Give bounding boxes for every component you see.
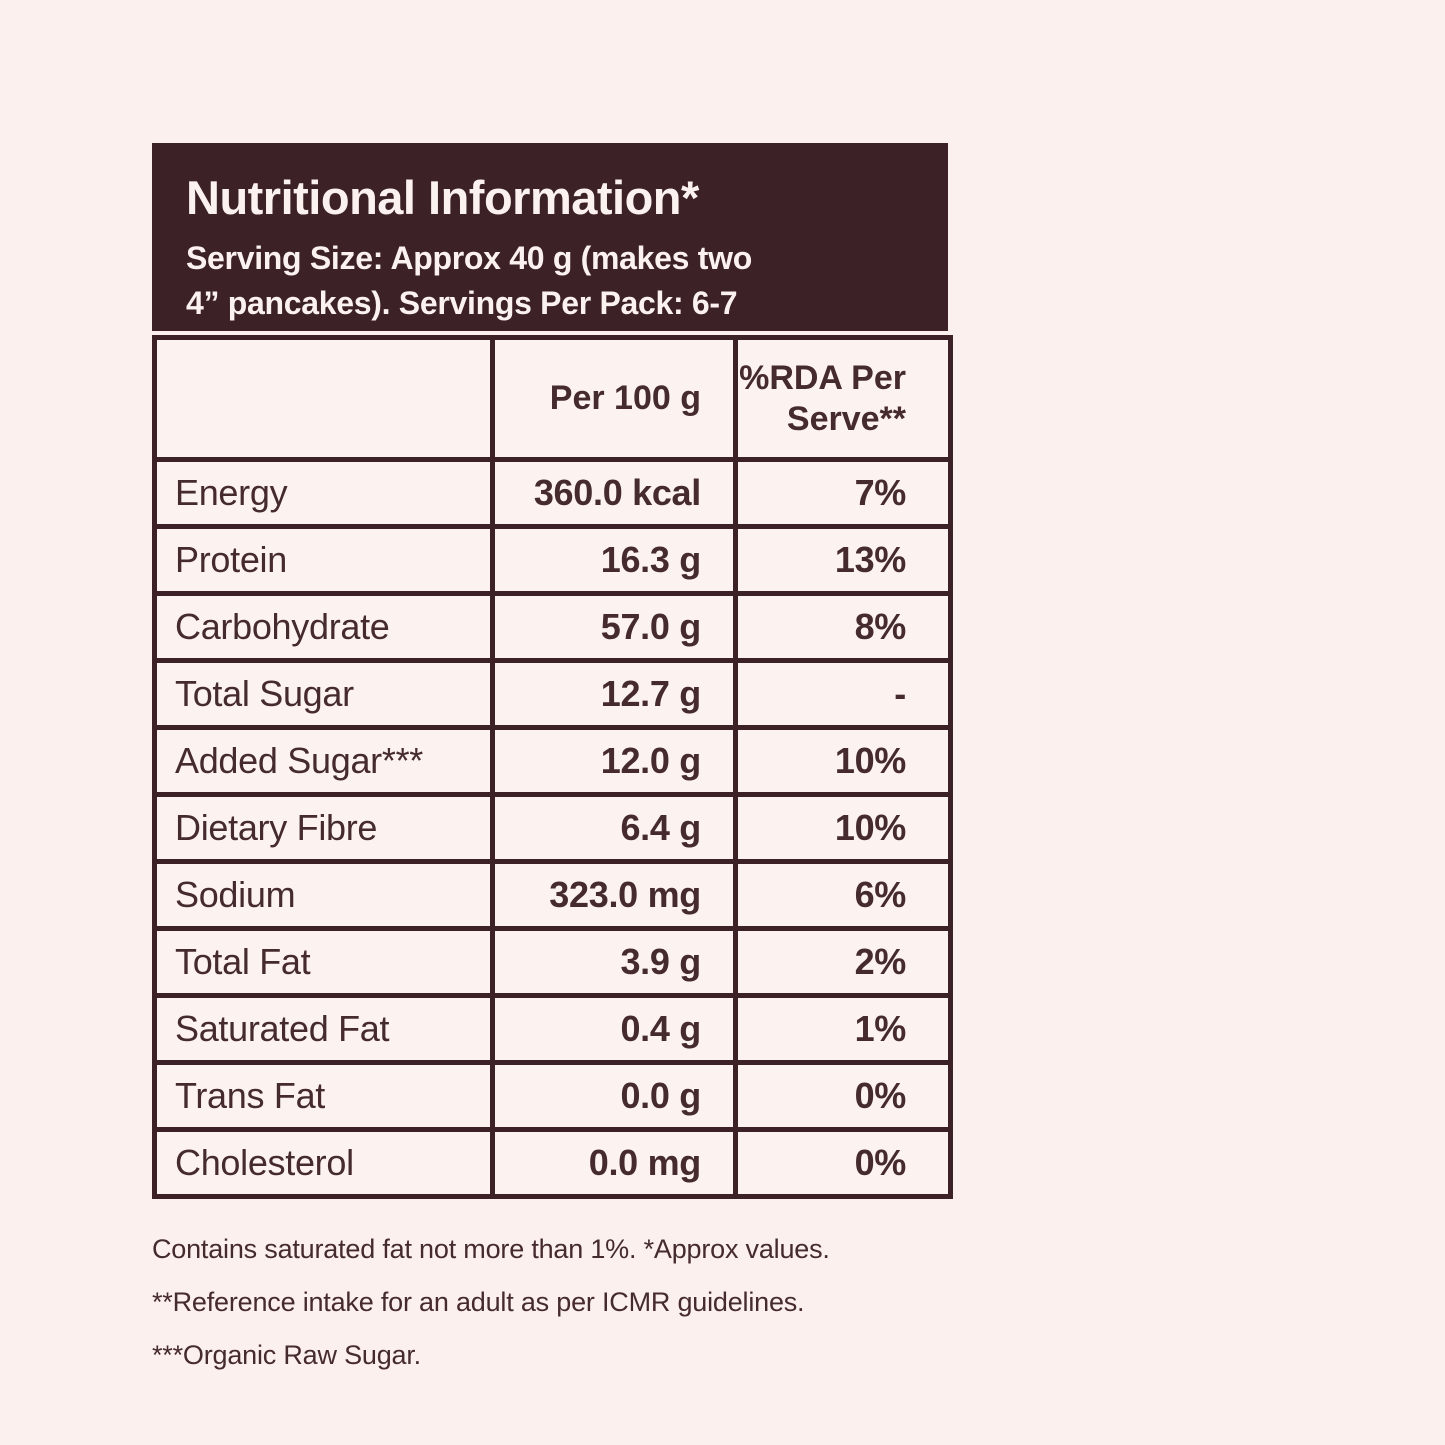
per-100g-value: 3.9 g — [490, 926, 738, 998]
table-row-sodium: Sodium 323.0 mg 6% — [152, 859, 953, 931]
rda-value: 0% — [733, 1127, 953, 1199]
row-label: Cholesterol — [152, 1127, 495, 1199]
table-row-trans-fat: Trans Fat 0.0 g 0% — [152, 1060, 953, 1132]
row-label: Energy — [152, 457, 495, 529]
serving-info-line-2: 4” pancakes). Servings Per Pack: 6-7 — [186, 284, 738, 321]
per-100g-value: 57.0 g — [490, 591, 738, 663]
footnotes: Contains saturated fat not more than 1%.… — [152, 1223, 948, 1382]
row-label: Total Fat — [152, 926, 495, 998]
table-header-row: Per 100 g %RDA Per Serve** — [152, 335, 953, 462]
table-row-added-sugar: Added Sugar*** 12.0 g 10% — [152, 725, 953, 797]
column-header-blank — [152, 335, 495, 462]
rda-value: 2% — [733, 926, 953, 998]
rda-value: 10% — [733, 725, 953, 797]
label-header: Nutritional Information* Serving Size: A… — [152, 143, 948, 331]
table-row-total-sugar: Total Sugar 12.7 g - — [152, 658, 953, 730]
rda-header-line-1: %RDA Per — [739, 359, 907, 398]
per-100g-value: 323.0 mg — [490, 859, 738, 931]
per-100g-value: 6.4 g — [490, 792, 738, 864]
per-100g-value: 16.3 g — [490, 524, 738, 596]
table-row-energy: Energy 360.0 kcal 7% — [152, 457, 953, 529]
row-label: Saturated Fat — [152, 993, 495, 1065]
table-row-dietary-fibre: Dietary Fibre 6.4 g 10% — [152, 792, 953, 864]
rda-value: - — [733, 658, 953, 730]
per-100g-value: 0.0 mg — [490, 1127, 738, 1199]
per-100g-value: 0.0 g — [490, 1060, 738, 1132]
rda-value: 0% — [733, 1060, 953, 1132]
row-label: Total Sugar — [152, 658, 495, 730]
footnote-reference-intake: **Reference intake for an adult as per I… — [152, 1287, 805, 1317]
footnote-approx-values: Contains saturated fat not more than 1%.… — [152, 1234, 830, 1264]
nutrition-table: Per 100 g %RDA Per Serve** Energy 360.0 … — [152, 335, 953, 1199]
table-row-saturated-fat: Saturated Fat 0.4 g 1% — [152, 993, 953, 1065]
row-label: Added Sugar*** — [152, 725, 495, 797]
rda-value: 10% — [733, 792, 953, 864]
column-header-rda-per-serve: %RDA Per Serve** — [733, 335, 953, 462]
per-100g-value: 360.0 kcal — [490, 457, 738, 529]
footnote-organic-raw-sugar: ***Organic Raw Sugar. — [152, 1340, 421, 1370]
table-row-cholesterol: Cholesterol 0.0 mg 0% — [152, 1127, 953, 1199]
per-100g-value: 12.7 g — [490, 658, 738, 730]
serving-info: Serving Size: Approx 40 g (makes two 4” … — [186, 236, 914, 324]
label-title: Nutritional Information* — [186, 171, 699, 224]
row-label: Carbohydrate — [152, 591, 495, 663]
table-row-carbohydrate: Carbohydrate 57.0 g 8% — [152, 591, 953, 663]
rda-value: 8% — [733, 591, 953, 663]
row-label: Dietary Fibre — [152, 792, 495, 864]
table-row-protein: Protein 16.3 g 13% — [152, 524, 953, 596]
rda-value: 7% — [733, 457, 953, 529]
per-100g-value: 0.4 g — [490, 993, 738, 1065]
per-100g-value: 12.0 g — [490, 725, 738, 797]
table-row-total-fat: Total Fat 3.9 g 2% — [152, 926, 953, 998]
row-label: Protein — [152, 524, 495, 596]
rda-header-line-2: Serve** — [786, 399, 906, 438]
row-label: Trans Fat — [152, 1060, 495, 1132]
row-label: Sodium — [152, 859, 495, 931]
rda-value: 6% — [733, 859, 953, 931]
column-header-per-100g: Per 100 g — [490, 335, 738, 462]
nutrition-label: Nutritional Information* Serving Size: A… — [152, 143, 953, 1382]
rda-value: 13% — [733, 524, 953, 596]
serving-info-line-1: Serving Size: Approx 40 g (makes two — [186, 240, 752, 277]
rda-value: 1% — [733, 993, 953, 1065]
